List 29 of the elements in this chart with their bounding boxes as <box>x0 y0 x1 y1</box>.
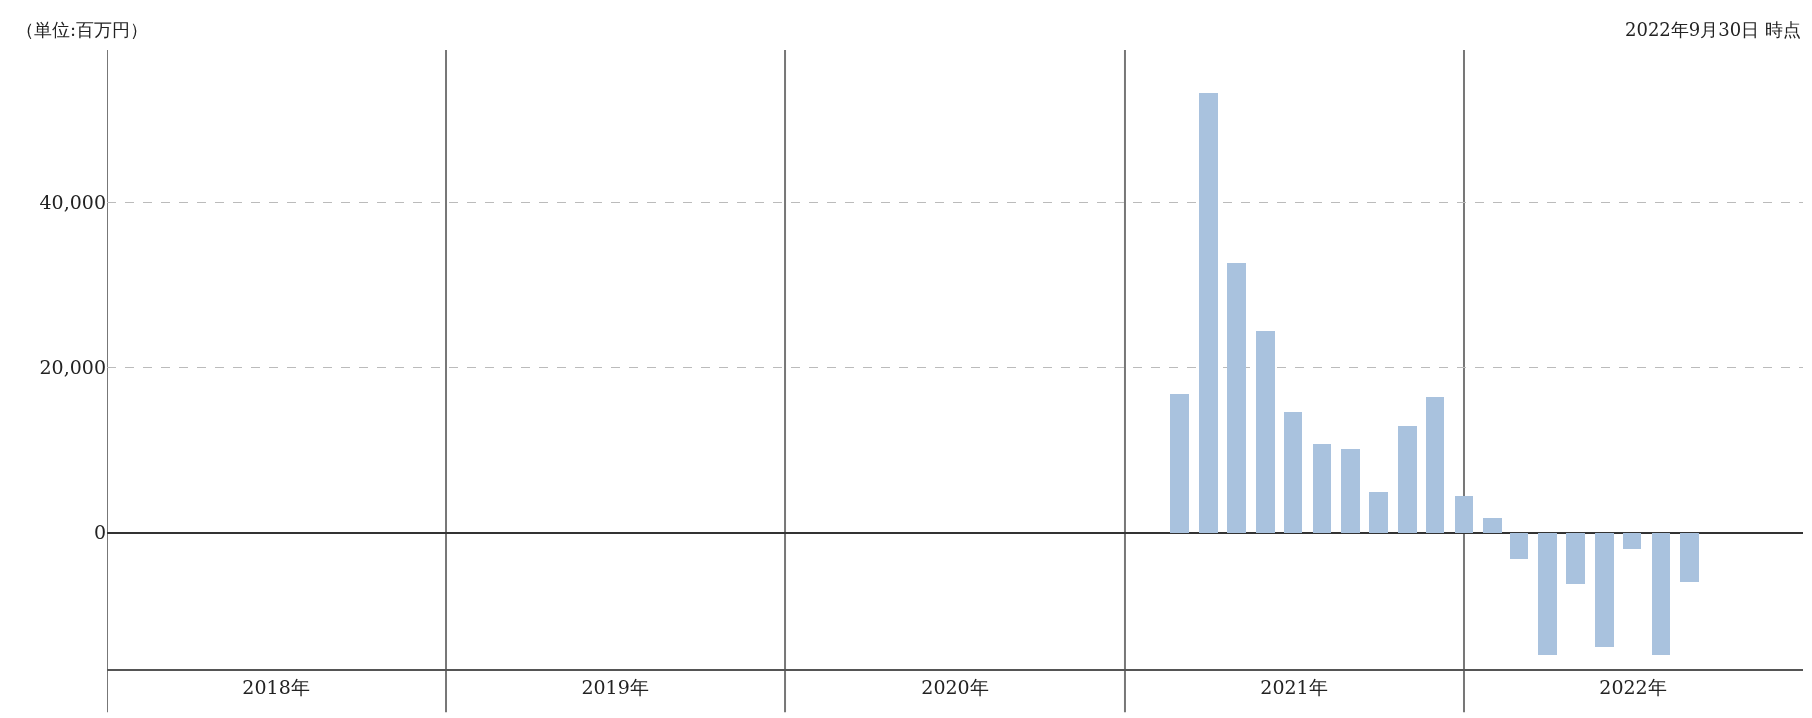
x-tick-label: 2018年 <box>242 675 310 698</box>
y-tick-label: 0 <box>93 521 106 544</box>
bar <box>1426 397 1444 533</box>
bar <box>1680 533 1699 582</box>
bar <box>1566 533 1585 584</box>
bar <box>1284 412 1302 533</box>
bar <box>1199 93 1218 533</box>
bar <box>1398 426 1417 533</box>
text: 2022年9月30日 時点 <box>1625 19 1801 40</box>
bar <box>1170 394 1189 533</box>
bar <box>1623 533 1641 549</box>
bar <box>1510 533 1528 559</box>
y-tick-label: 20,000 <box>39 356 106 379</box>
bar <box>1652 533 1670 655</box>
bar <box>1256 331 1275 533</box>
bar <box>1595 533 1614 647</box>
bar <box>1455 496 1473 533</box>
y-tick-label: 40,000 <box>39 191 106 214</box>
x-tick-label: 2020年 <box>921 675 989 698</box>
bar <box>1538 533 1557 655</box>
bar <box>1341 449 1360 533</box>
x-tick-label: 2022年 <box>1599 675 1667 698</box>
x-tick-label: 2021年 <box>1260 675 1328 698</box>
bar <box>1369 492 1388 533</box>
bar <box>1483 518 1502 533</box>
bar <box>1313 444 1331 533</box>
text: （単位:百万円） <box>16 19 149 40</box>
x-tick-label: 2019年 <box>581 675 649 698</box>
bar <box>1227 263 1246 533</box>
